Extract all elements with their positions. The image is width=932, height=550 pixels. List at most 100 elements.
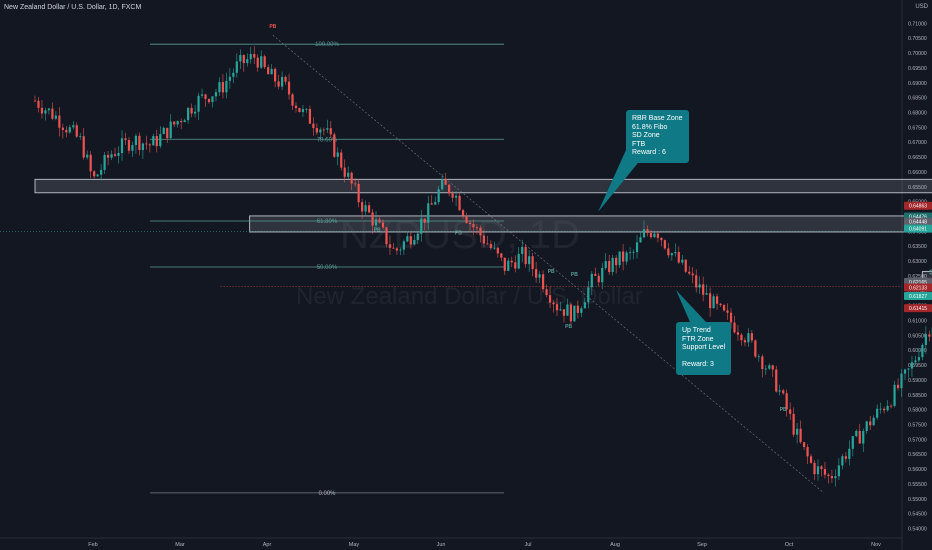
candle-body: [381, 222, 385, 228]
y-tick-label: 0.63500: [908, 244, 927, 250]
price-axis-label: 0.64863: [909, 204, 927, 210]
candle-body: [308, 108, 312, 124]
candle-body: [232, 72, 235, 77]
candle-body: [500, 253, 503, 258]
candle-body: [75, 125, 78, 137]
candle-body: [789, 409, 792, 414]
candle-body: [889, 405, 893, 407]
candle-body: [879, 408, 882, 410]
candle-body: [782, 390, 785, 394]
y-tick-label: 0.58500: [908, 393, 927, 399]
candle-body: [642, 229, 646, 238]
candle-body: [117, 153, 120, 156]
candle-body: [110, 154, 113, 158]
candle-body: [649, 233, 653, 238]
candle-body: [235, 61, 238, 73]
fib-level-label: 50.00%: [317, 265, 338, 271]
y-tick-label: 0.57000: [908, 437, 927, 443]
y-tick-label: 0.66500: [908, 155, 927, 161]
candle-body: [886, 405, 889, 411]
candle-body: [423, 218, 426, 223]
candle-body: [437, 189, 440, 203]
candle-body: [688, 271, 691, 274]
candle-body: [587, 287, 590, 303]
candle-body: [267, 67, 270, 75]
y-tick-label: 0.59000: [908, 378, 927, 384]
candle-body: [127, 140, 131, 151]
candle-body: [743, 340, 747, 343]
candle-body: [44, 110, 47, 114]
candle-body: [263, 56, 266, 68]
candle-body: [594, 273, 597, 276]
candle-body: [409, 236, 412, 245]
candle-body: [413, 240, 416, 245]
candle-body: [173, 121, 176, 125]
candle-body: [482, 235, 486, 244]
candle-body: [249, 53, 252, 60]
candle-body: [635, 242, 639, 252]
candle-body: [187, 107, 190, 121]
candle-body: [656, 233, 660, 238]
price-axis-label-bg: [904, 201, 932, 210]
candle-body: [900, 373, 903, 389]
ftr-callout: Up Trend FTR Zone Support Level Reward: …: [676, 322, 732, 375]
y-tick-label: 0.58000: [908, 408, 927, 414]
candle-body: [809, 456, 813, 463]
candle-body: [301, 109, 305, 112]
candle-body: [618, 251, 621, 266]
candle-body: [559, 309, 562, 311]
symbol-watermark: NZDUSD, 1D: [340, 213, 581, 257]
candle-body: [218, 82, 221, 93]
fib-level-label: 0.00%: [318, 491, 336, 497]
candle-body: [336, 152, 339, 157]
candle-body: [134, 135, 138, 146]
candle-body: [601, 267, 604, 283]
price-axis-label-bg: [904, 304, 932, 313]
candle-body: [183, 120, 186, 123]
pattern-annotation: PB: [780, 407, 787, 413]
candle-body: [329, 128, 332, 135]
candle-body: [764, 368, 767, 370]
candle-body: [361, 202, 364, 212]
y-tick-label: 0.62000: [908, 289, 927, 295]
candle-body: [472, 224, 475, 228]
candle-body: [305, 108, 308, 110]
candle-body: [521, 246, 524, 254]
candle-body: [465, 215, 468, 223]
candle-body: [548, 295, 552, 303]
candle-body: [806, 447, 809, 457]
candle-body: [740, 334, 743, 341]
candle-body: [277, 81, 280, 87]
candle-body: [406, 236, 409, 242]
candle-body: [747, 333, 750, 343]
y-tick-label: 0.54000: [908, 527, 927, 533]
candle-body: [517, 253, 520, 269]
candle-body: [207, 98, 211, 103]
candle-body: [374, 219, 378, 226]
ftr-callout-line: Reward: 3: [682, 361, 714, 368]
price-axis-label: 0.61415: [909, 306, 927, 312]
candle-body: [917, 357, 921, 361]
candle-body: [96, 174, 99, 177]
candle-body: [528, 256, 531, 265]
candle-body: [510, 260, 513, 263]
candle-body: [670, 253, 673, 256]
y-tick-label: 0.56500: [908, 452, 927, 458]
candle-body: [865, 421, 868, 431]
candle-body: [677, 252, 680, 263]
candle-body: [260, 56, 263, 68]
candle-body: [844, 456, 847, 459]
candle-body: [169, 121, 172, 139]
candle-body: [684, 259, 687, 272]
candle-body: [239, 55, 242, 62]
candle-body: [524, 246, 527, 265]
candle-body: [162, 127, 165, 135]
candle-body: [58, 115, 61, 128]
candle-body: [695, 275, 698, 288]
candle-body: [454, 195, 458, 198]
candle-body: [757, 356, 760, 358]
candle-body: [479, 227, 482, 236]
candle-body: [914, 360, 917, 363]
candle-body: [145, 143, 148, 145]
